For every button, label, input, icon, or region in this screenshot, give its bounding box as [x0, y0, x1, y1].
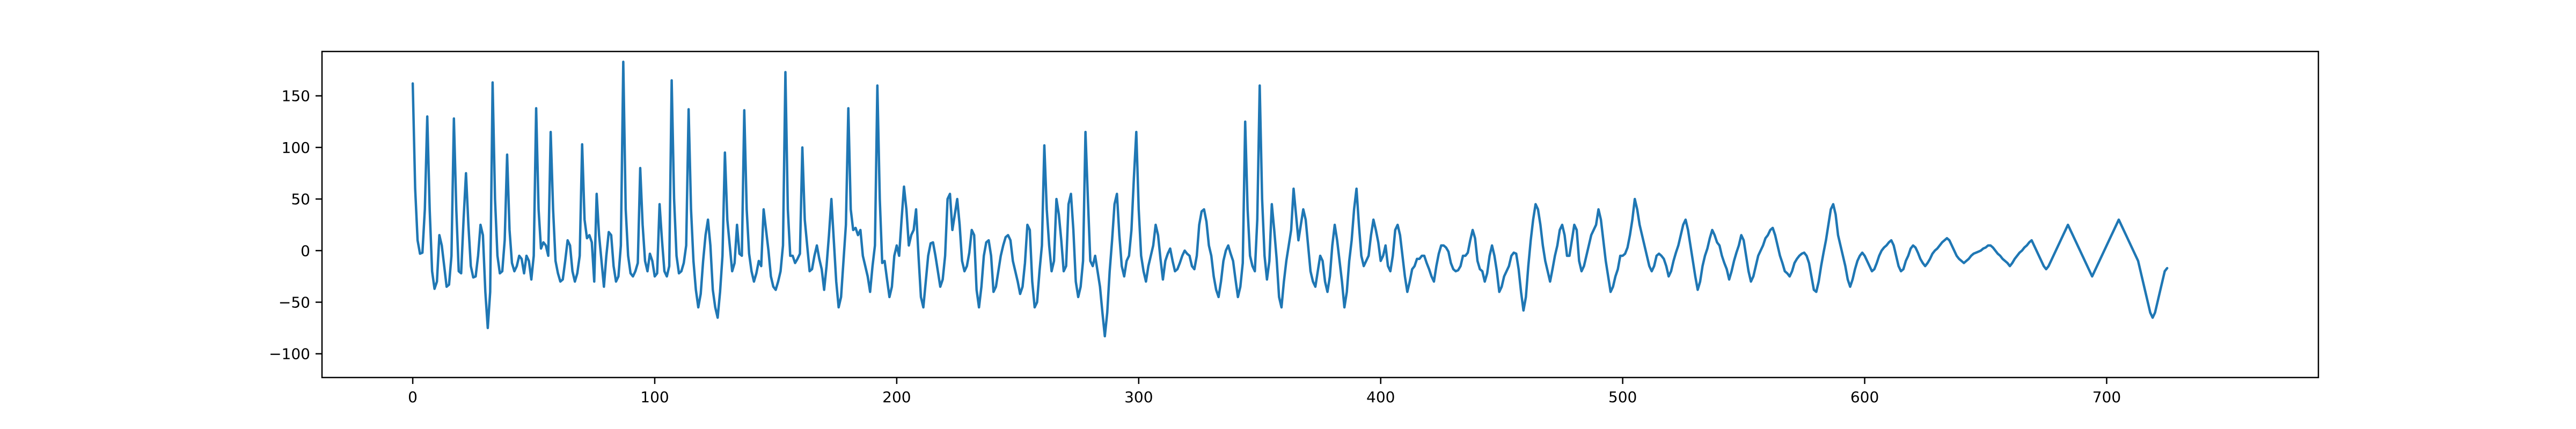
y-axis-ticks: −100 −50 0 50 100 150	[269, 87, 322, 363]
x-tick-label: 200	[882, 388, 911, 406]
y-tick-label: −100	[269, 345, 310, 363]
y-tick-label: 50	[291, 190, 310, 208]
y-tick-label: −50	[279, 294, 310, 312]
y-tick-label: 150	[282, 87, 310, 105]
x-tick-label: 400	[1366, 388, 1395, 406]
y-tick-label: 100	[282, 139, 310, 157]
x-tick-label: 600	[1850, 388, 1879, 406]
x-tick-label: 700	[2092, 388, 2121, 406]
series-line	[411, 60, 2169, 338]
plot-frame	[321, 50, 2319, 379]
x-tick-label: 0	[408, 388, 418, 406]
y-tick-label: 0	[301, 242, 310, 260]
x-axis-ticks: 0 100 200 300 400 500 600 700	[408, 378, 2121, 406]
x-tick-label: 100	[640, 388, 669, 406]
x-tick-label: 500	[1608, 388, 1637, 406]
x-tick-label: 300	[1124, 388, 1153, 406]
